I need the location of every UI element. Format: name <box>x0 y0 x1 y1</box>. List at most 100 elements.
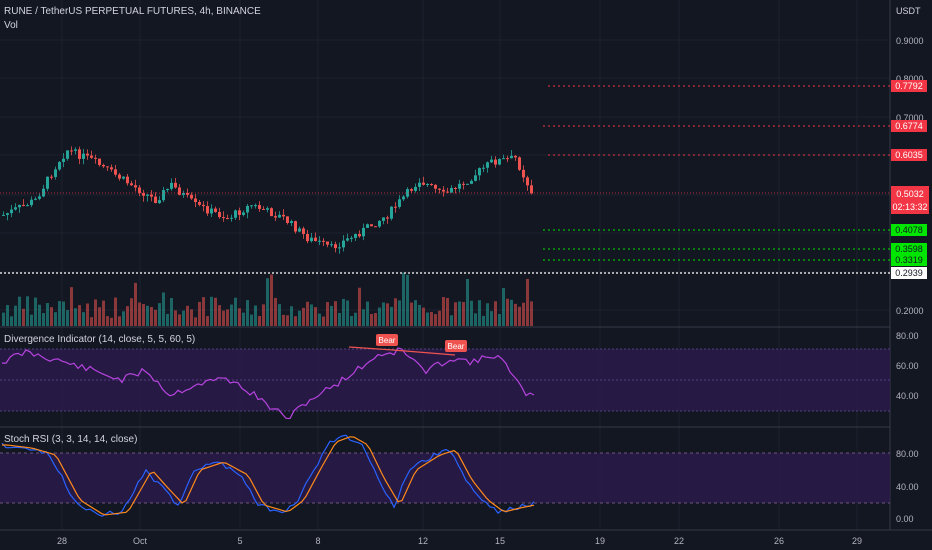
bear-label-text: Bear <box>379 336 396 345</box>
volume-bar <box>454 302 457 326</box>
volume-bar <box>110 317 113 326</box>
stoch-band <box>0 453 890 503</box>
candle-body <box>170 182 173 189</box>
volume-bar <box>218 305 221 326</box>
candle-body <box>146 194 149 196</box>
volume-bar <box>26 296 29 326</box>
candle-body <box>378 220 381 227</box>
volume-bar <box>530 301 533 326</box>
volume-bar <box>302 307 305 326</box>
candle-body <box>390 206 393 219</box>
candle-body <box>2 214 5 216</box>
volume-bar <box>498 314 501 326</box>
volume-bar <box>510 299 513 326</box>
time-tick: 8 <box>315 536 320 546</box>
candle-body <box>438 188 441 190</box>
volume-bar <box>462 302 465 326</box>
level-tag <box>891 149 927 161</box>
candle-body <box>482 167 485 169</box>
candle-body <box>126 176 129 184</box>
level-tag-value: 0.6035 <box>895 150 923 160</box>
volume-bar <box>438 310 441 326</box>
volume-bar <box>258 315 261 326</box>
volume-bar <box>78 305 81 326</box>
volume-bar <box>278 304 281 326</box>
volume-bar <box>186 305 189 326</box>
candle-body <box>218 211 221 218</box>
candle-body <box>310 237 313 242</box>
volume-bar <box>10 316 13 326</box>
candle-body <box>386 217 389 219</box>
volume-bar <box>298 310 301 326</box>
volume-bar <box>282 314 285 326</box>
volume-bar <box>118 316 121 326</box>
candle-body <box>354 234 357 238</box>
divergence-indicator-title[interactable]: Divergence Indicator (14, close, 5, 5, 6… <box>4 334 196 345</box>
candle-body <box>230 217 233 219</box>
volume-bar <box>94 299 97 326</box>
volume-bar <box>430 311 433 326</box>
candle-body <box>434 184 437 189</box>
candle-body <box>382 217 385 221</box>
candle-body <box>86 153 89 156</box>
volume-bar <box>294 316 297 326</box>
candle-body <box>30 199 33 206</box>
candlestick-series[interactable] <box>2 146 533 254</box>
price-tick: 0.2000 <box>896 306 924 316</box>
candle-body <box>98 158 101 165</box>
volume-bar <box>130 298 133 326</box>
volume-bar <box>114 297 117 326</box>
volume-bar <box>338 312 341 326</box>
candle-body <box>362 227 365 237</box>
volume-bar <box>142 304 145 326</box>
stoch-tick: 80.00 <box>896 449 919 459</box>
candle-body <box>250 205 253 207</box>
volume-legend[interactable]: Vol <box>4 20 18 31</box>
symbol-legend[interactable]: RUNE / TetherUS PERPETUAL FUTURES, 4h, B… <box>4 6 261 17</box>
rsi-tick: 40.00 <box>896 391 919 401</box>
level-tag <box>891 224 927 236</box>
level-tag <box>891 243 927 255</box>
volume-bar <box>134 282 137 326</box>
volume-bar <box>522 302 525 326</box>
candle-body <box>42 188 45 197</box>
candle-body <box>442 189 445 192</box>
candle-body <box>38 196 41 199</box>
candle-body <box>358 234 361 237</box>
candle-body <box>142 193 145 196</box>
candle-body <box>454 187 457 189</box>
volume-bars <box>2 272 533 326</box>
volume-bar <box>250 314 253 326</box>
volume-bar <box>446 297 449 326</box>
candle-body <box>518 157 521 170</box>
time-tick: 19 <box>595 536 605 546</box>
candle-body <box>346 238 349 241</box>
currency-label[interactable]: USDT <box>896 6 921 16</box>
bear-label-text: Bear <box>448 342 465 351</box>
candle-body <box>406 189 409 197</box>
candle-body <box>222 217 225 219</box>
volume-bar <box>314 307 317 326</box>
candle-body <box>502 158 505 160</box>
stoch-rsi-title[interactable]: Stoch RSI (3, 3, 14, 14, close) <box>4 434 138 445</box>
candle-body <box>206 206 209 214</box>
candle-body <box>514 155 517 158</box>
candle-body <box>158 200 161 204</box>
volume-bar <box>422 307 425 326</box>
volume-bar <box>494 301 497 326</box>
volume-bar <box>458 301 461 326</box>
candle-body <box>58 161 61 170</box>
candle-body <box>426 184 429 186</box>
volume-bar <box>470 300 473 326</box>
candle-body <box>306 233 309 242</box>
candle-body <box>18 204 21 208</box>
candle-body <box>162 190 165 201</box>
volume-bar <box>334 301 337 326</box>
volume-bar <box>358 287 361 326</box>
bear-divergence-line <box>348 346 394 351</box>
candle-body <box>474 175 477 181</box>
volume-bar <box>198 301 201 326</box>
volume-bar <box>174 310 177 326</box>
